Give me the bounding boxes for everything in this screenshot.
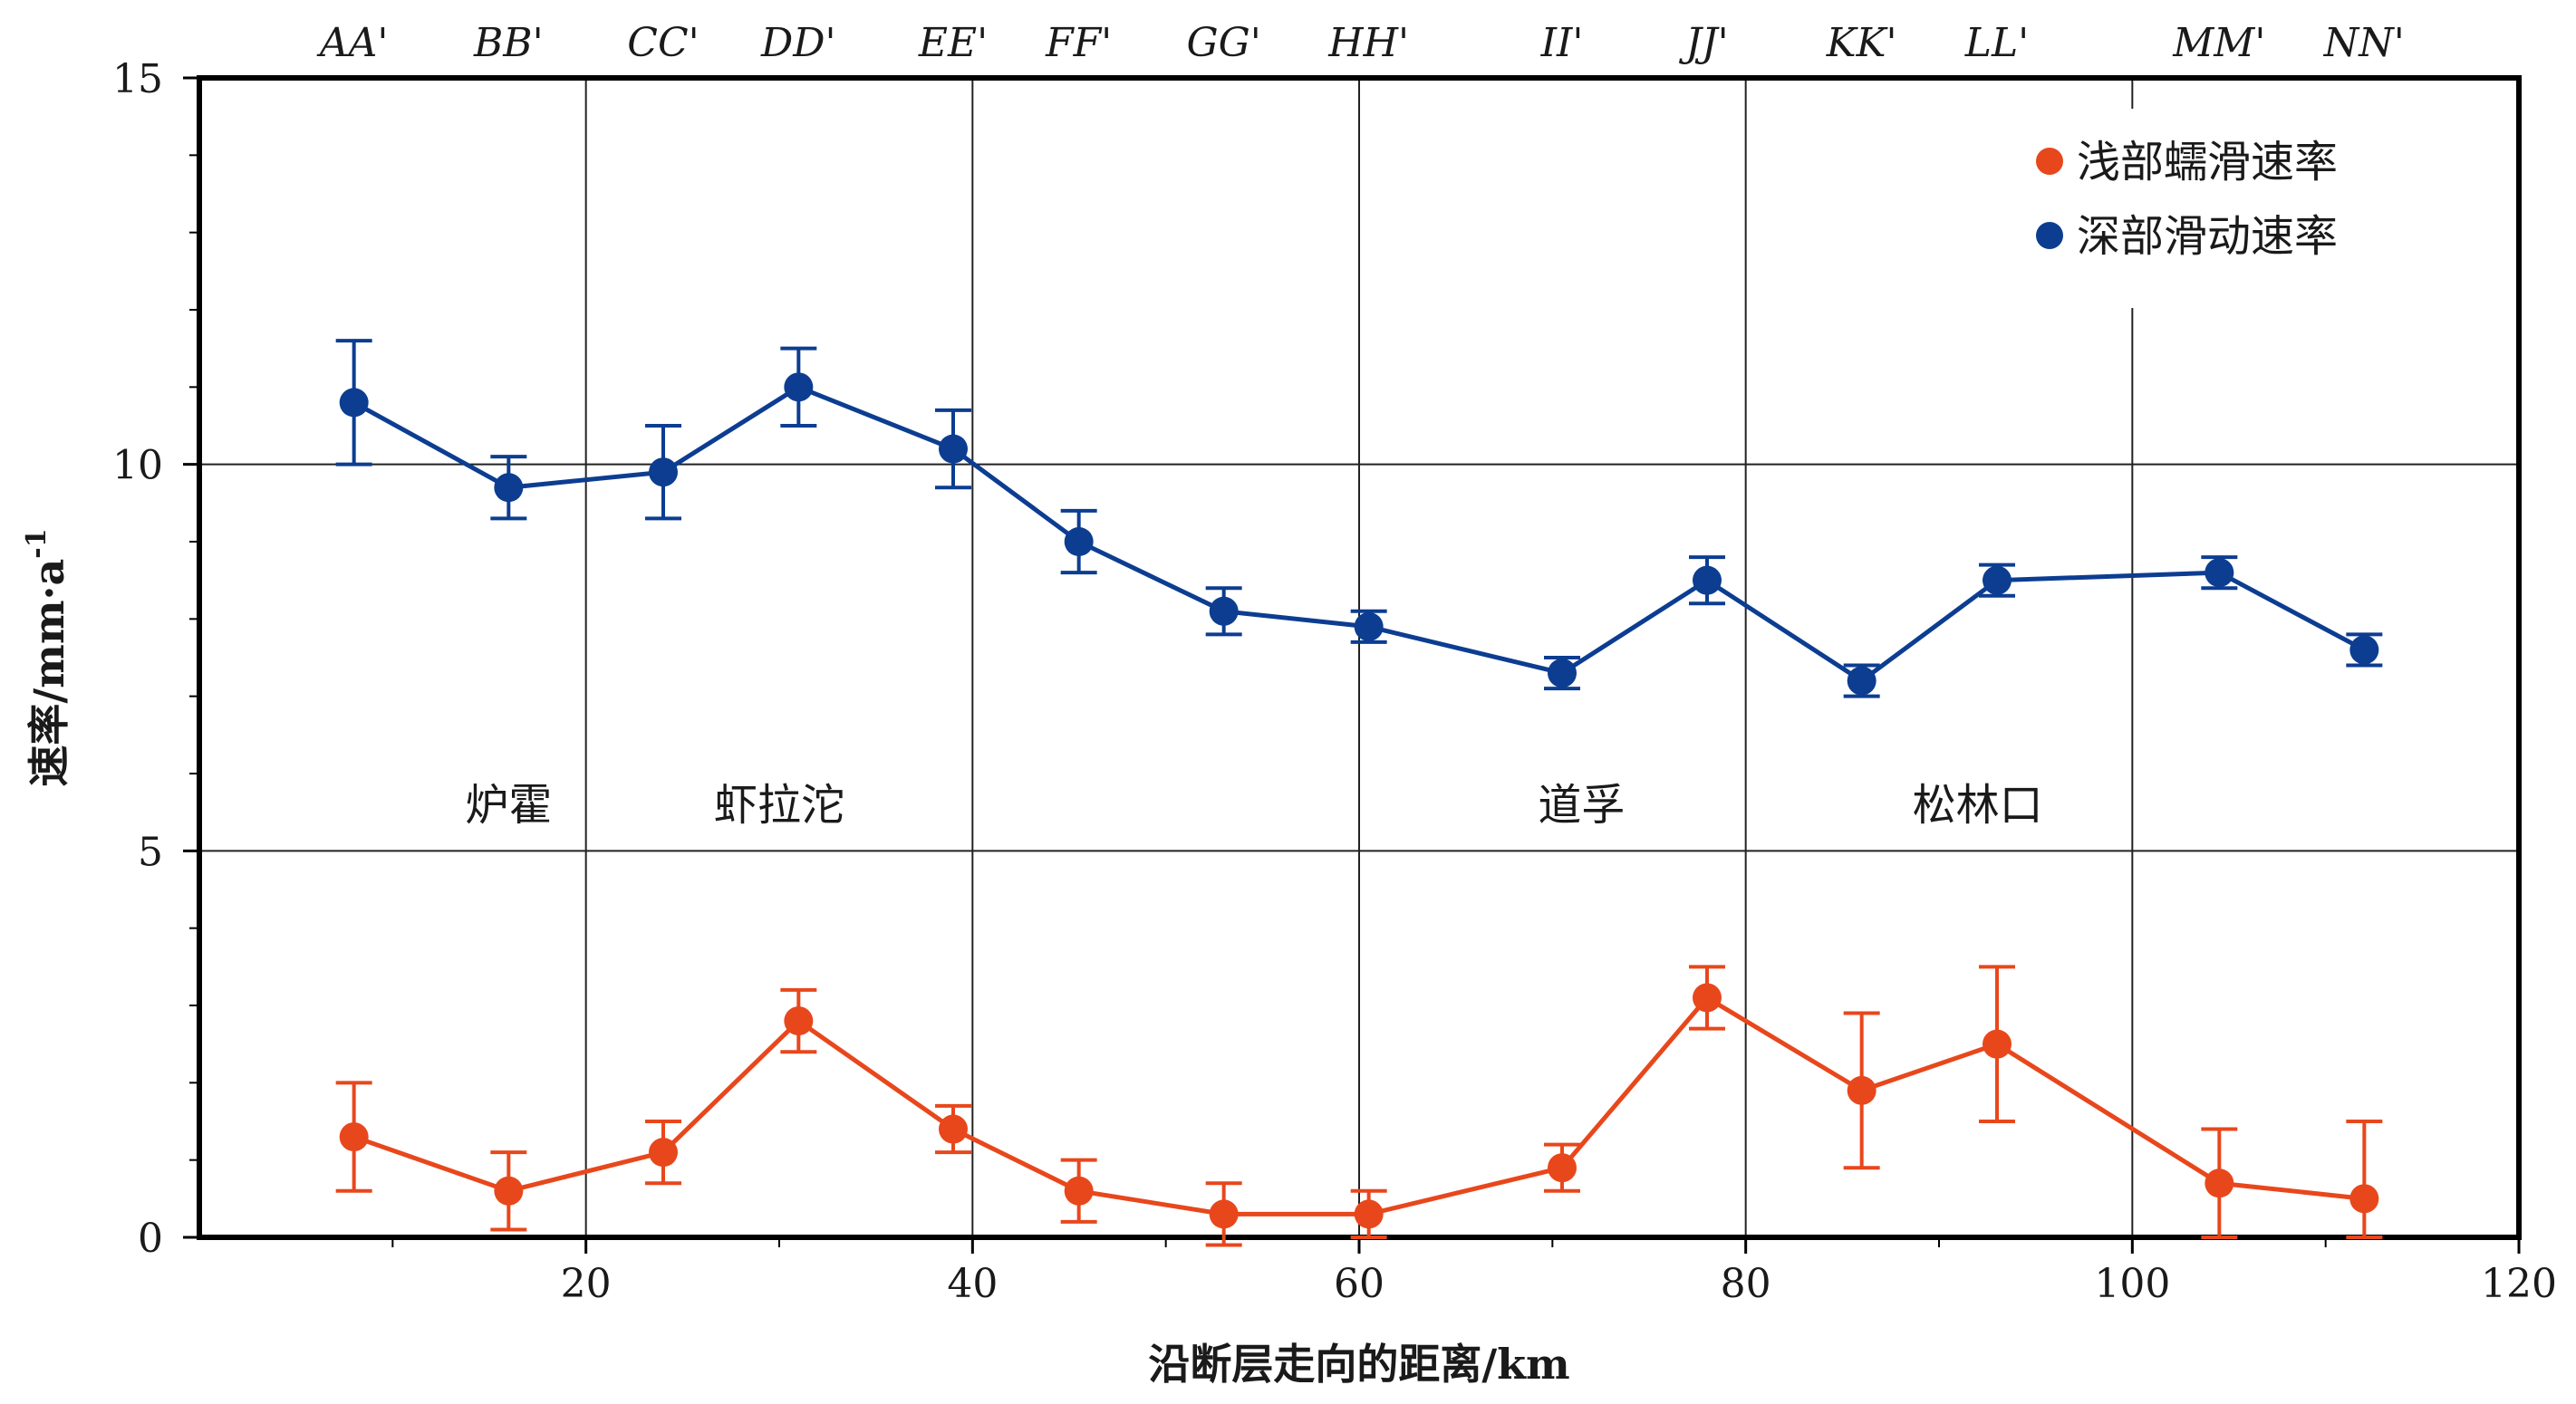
data-point (939, 1114, 968, 1144)
data-point (2205, 558, 2234, 588)
y-tick-label: 5 (138, 829, 163, 875)
x-tick-label: 120 (2481, 1261, 2557, 1307)
data-point (2349, 635, 2379, 665)
series-line (352, 995, 2365, 1216)
series (335, 339, 2383, 1247)
profile-label: BB' (473, 20, 544, 66)
profile-label: CC' (627, 20, 699, 66)
data-point (1548, 659, 1577, 688)
x-tick-label: 60 (1334, 1261, 1384, 1307)
data-point (1354, 1199, 1384, 1229)
y-tick-label: 0 (138, 1216, 163, 1262)
profile-label: FF' (1045, 20, 1112, 66)
data-point (339, 388, 369, 418)
y-axis-title: 速率/mm·a-1 (21, 528, 73, 786)
x-tick-label: 40 (947, 1261, 998, 1307)
data-point (784, 372, 814, 402)
legend-marker (2036, 148, 2063, 175)
data-point (1209, 1199, 1239, 1229)
legend-label: 深部滑动速率 (2077, 211, 2338, 262)
legend-label: 浅部蠕滑速率 (2077, 137, 2338, 188)
data-point (939, 434, 968, 464)
profile-label: KK' (1826, 20, 1897, 66)
legend-box (2016, 109, 2424, 308)
data-point (1847, 666, 1877, 696)
place-label: 道孚 (1538, 780, 1625, 831)
data-point (649, 1138, 678, 1168)
profile-label: MM' (2172, 20, 2265, 66)
labels: AA' BB' CC' DD' EE' FF' GG' HH' II' JJ' KK' LL' MM' N… (316, 20, 2405, 831)
profile-label: AA' (316, 20, 389, 66)
data-point (1064, 1176, 1094, 1206)
place-label: 松林口 (1913, 780, 2043, 831)
x-tick-label: 20 (561, 1261, 612, 1307)
data-point (339, 1122, 369, 1152)
axes: 20 40 60 80 100 120 0 5 10 15 沿断层走向的距离/km 速率/mm·a-1 (21, 56, 2557, 1389)
x-axis-title: 沿断层走向的距离/km (1148, 1340, 1569, 1389)
profile-label: JJ' (1678, 20, 1728, 66)
data-point (784, 1006, 814, 1036)
y-tick-label: 10 (112, 443, 163, 489)
data-point (494, 473, 524, 503)
x-tick-label: 100 (2094, 1261, 2170, 1307)
data-point (1983, 1029, 2012, 1059)
data-point (649, 457, 678, 487)
y-tick-label: 15 (112, 56, 163, 102)
series-1 (335, 965, 2383, 1247)
x-tick-label: 80 (1721, 1261, 1771, 1307)
data-point (1354, 611, 1384, 641)
data-point (2205, 1168, 2234, 1198)
profile-label: GG' (1186, 20, 1260, 66)
profile-label: II' (1540, 20, 1584, 66)
y-axis-title-superscript: -1 (21, 528, 53, 558)
data-point (1693, 565, 1722, 595)
profile-label: NN' (2323, 20, 2405, 66)
profile-label: DD' (760, 20, 836, 66)
data-point (1983, 565, 2012, 595)
place-label: 虾拉沱 (714, 780, 844, 831)
data-point (1209, 596, 1239, 626)
data-point (1548, 1153, 1577, 1183)
data-point (494, 1176, 524, 1206)
profile-label: LL' (1964, 20, 2030, 66)
y-axis-title-main: 速率/mm·a (24, 559, 73, 787)
profile-label: EE' (918, 20, 988, 66)
legend-marker (2036, 222, 2063, 249)
place-label: 炉霍 (465, 780, 552, 831)
data-point (2349, 1184, 2379, 1214)
data-point (1064, 527, 1094, 556)
series-2 (335, 339, 2383, 698)
data-point (1693, 983, 1722, 1013)
profile-label: HH' (1327, 20, 1409, 66)
data-point (1847, 1075, 1877, 1105)
series-line (352, 384, 2366, 684)
